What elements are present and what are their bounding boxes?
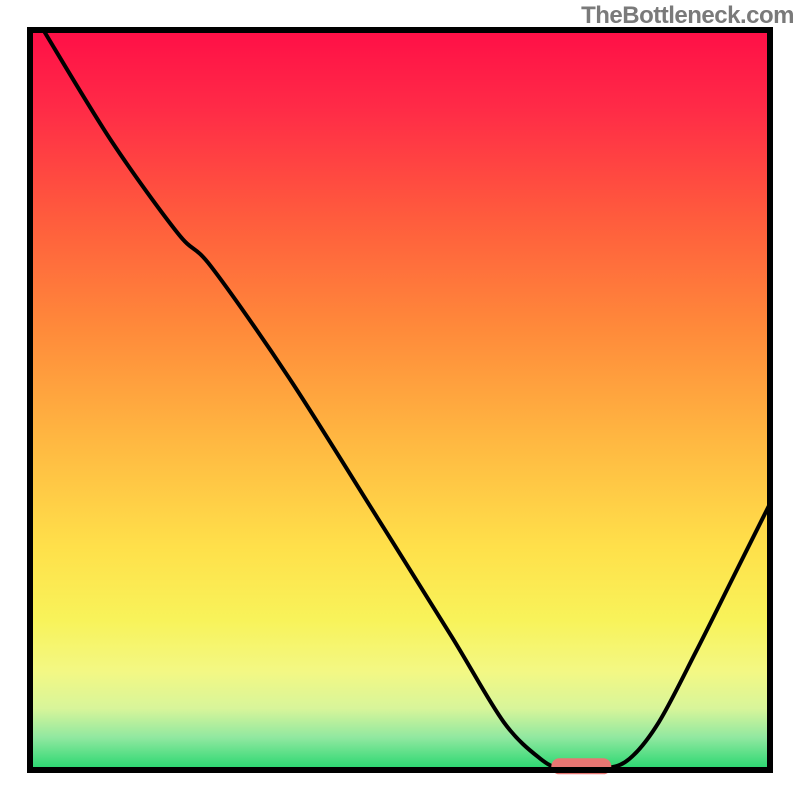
watermark-text: TheBottleneck.com [581,2,794,30]
chart-background [33,33,767,767]
bottleneck-chart [0,0,800,800]
chart-root: TheBottleneck.com [0,0,800,800]
